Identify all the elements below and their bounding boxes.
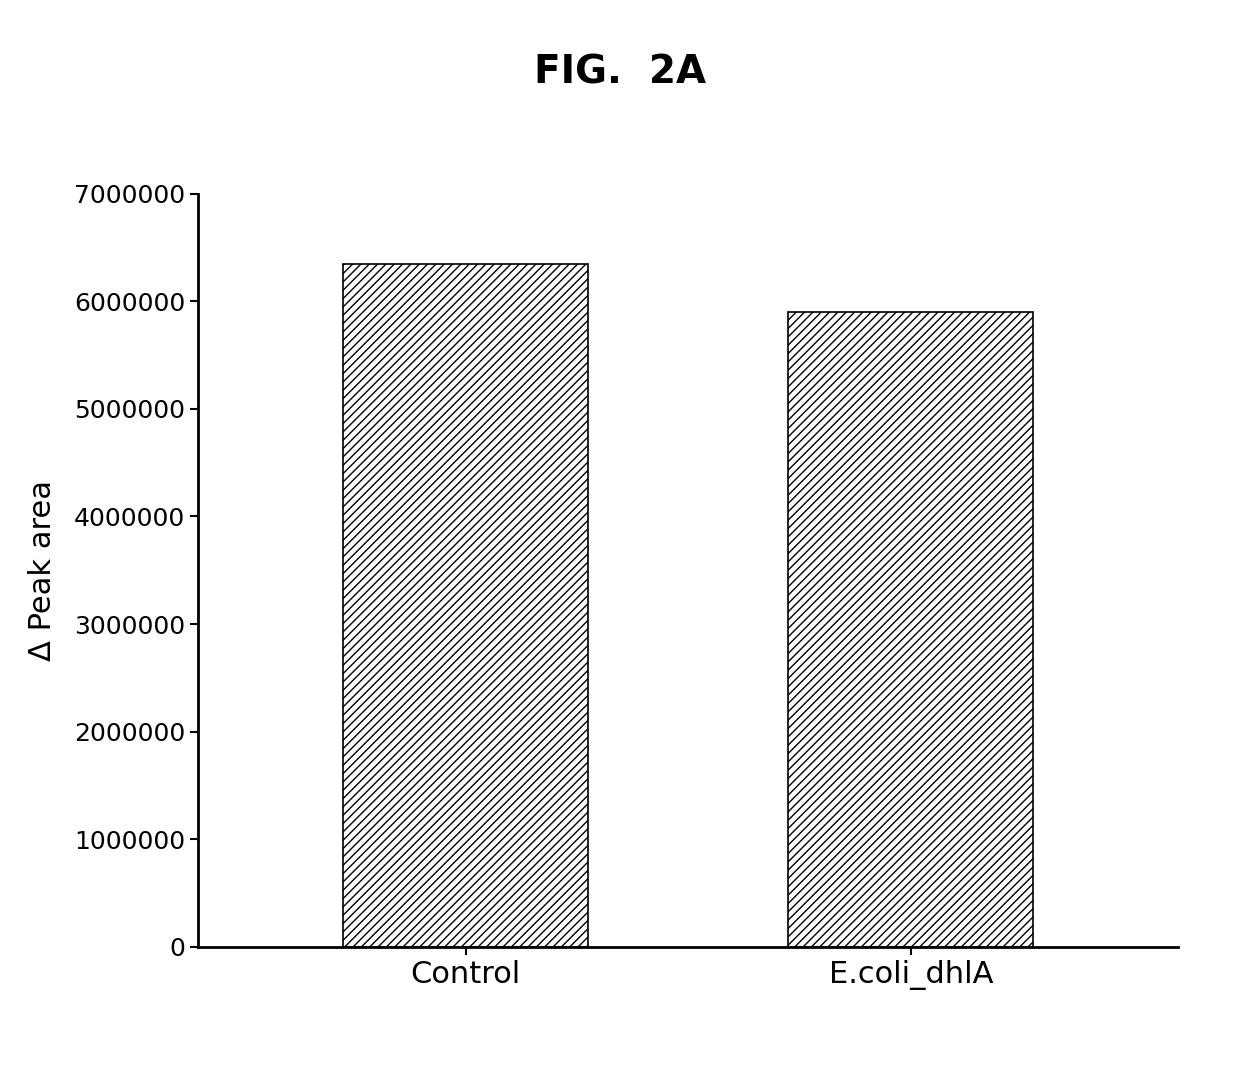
Bar [343,264,588,947]
Y-axis label: Δ Peak area: Δ Peak area [29,480,57,661]
Bar [789,312,1033,947]
Text: FIG.  2A: FIG. 2A [534,54,706,91]
